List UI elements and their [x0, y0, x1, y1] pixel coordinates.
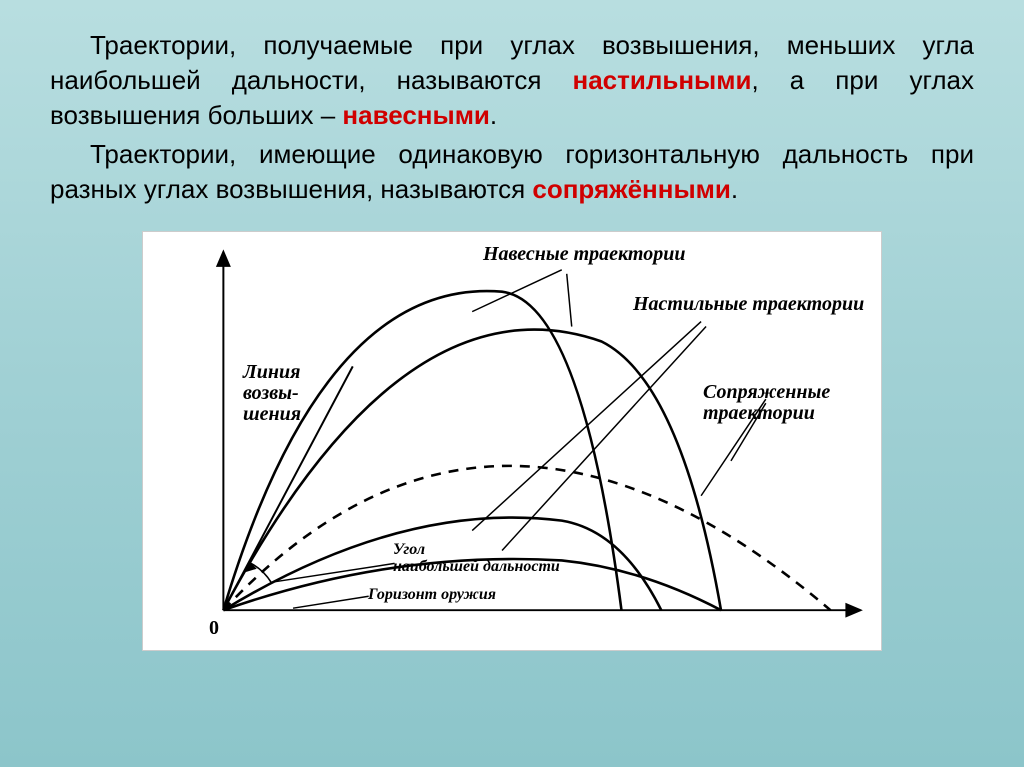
- paragraph-1: Траектории, получаемые при углах возвыше…: [50, 28, 974, 133]
- p2-c: .: [731, 174, 738, 204]
- trajectory-diagram: Навесные траектории Настильные траектори…: [142, 231, 882, 651]
- label-nav: Навесные траектории: [483, 244, 685, 265]
- y-axis-arrow: [217, 252, 229, 266]
- angle-arc-arrow: [245, 563, 255, 572]
- label-elev: Линия возвы- шения: [243, 362, 301, 425]
- label-nast: Настильные траектории: [633, 294, 864, 315]
- callout-nast-1: [472, 322, 701, 531]
- label-sopr: Сопряженные траектории: [703, 382, 830, 424]
- p1-hl1: настильными: [572, 65, 751, 95]
- p1-hl2: навесными: [342, 100, 490, 130]
- angle-arc-group: [245, 563, 271, 583]
- max-range-trajectory: [223, 466, 830, 610]
- label-ugol: Угол наибольшей дальности: [393, 542, 560, 576]
- p2-a: Траектории, имеющие одинаковую горизонта…: [50, 139, 974, 204]
- label-goriz: Горизонт оружия: [368, 587, 496, 604]
- figure-container: Навесные траектории Настильные траектори…: [0, 231, 1024, 651]
- definition-text: Траектории, получаемые при углах возвыше…: [0, 0, 1024, 221]
- leader-goriz: [293, 597, 369, 609]
- x-axis-arrow: [846, 605, 860, 617]
- p1-c: .: [490, 100, 497, 130]
- paragraph-2: Траектории, имеющие одинаковую горизонта…: [50, 137, 974, 207]
- label-zero: 0: [209, 618, 219, 639]
- p2-hl1: сопряжёнными: [532, 174, 730, 204]
- callout-nav-2: [567, 274, 572, 327]
